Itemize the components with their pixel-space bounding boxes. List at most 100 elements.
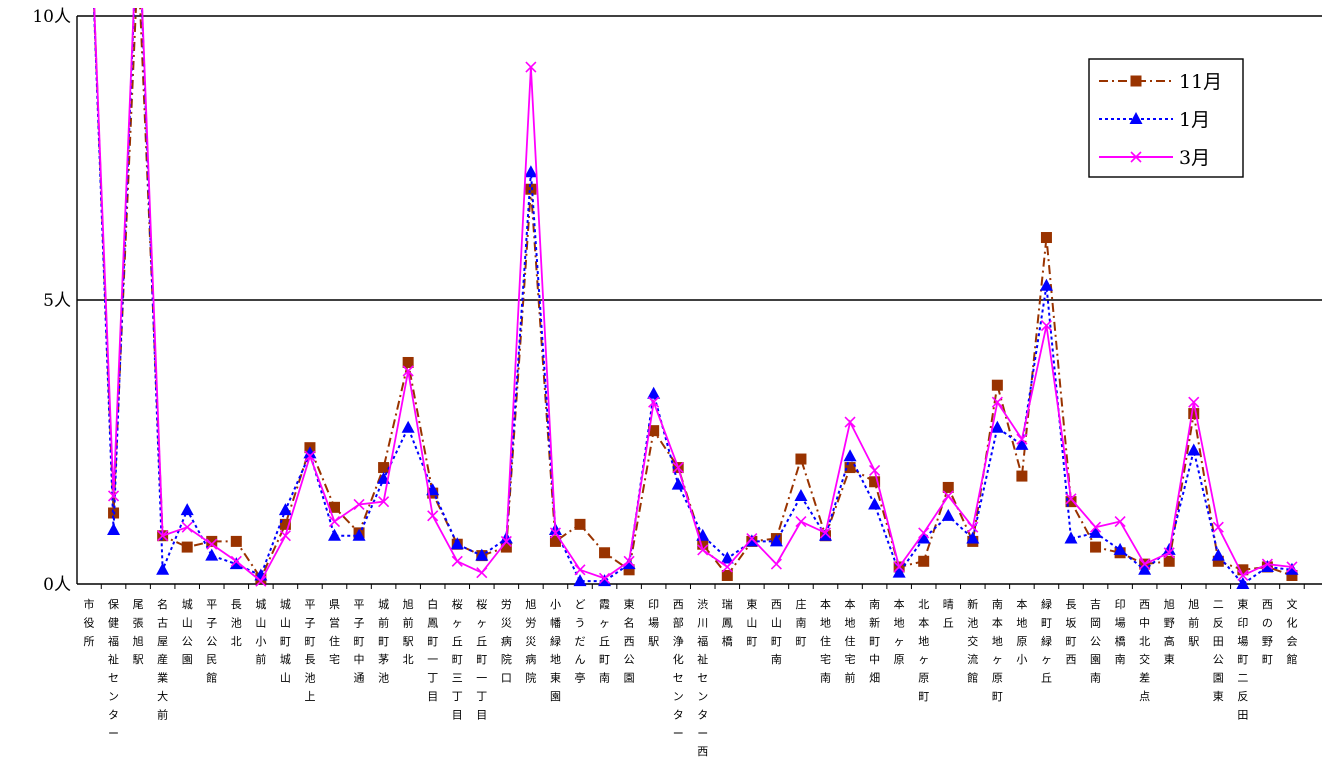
data-point bbox=[1015, 437, 1029, 450]
category-label: 城山町城山 bbox=[280, 598, 291, 685]
data-point bbox=[795, 453, 807, 465]
data-point bbox=[869, 476, 881, 488]
category-label: 平子町長池上 bbox=[304, 598, 315, 703]
data-point bbox=[352, 528, 366, 541]
data-point bbox=[671, 477, 685, 490]
category-label: 西山町南 bbox=[771, 598, 782, 666]
data-point bbox=[844, 462, 856, 474]
data-point bbox=[869, 464, 881, 476]
data-point bbox=[623, 555, 635, 567]
data-point bbox=[1114, 515, 1126, 528]
data-point bbox=[769, 534, 783, 547]
data-point bbox=[181, 521, 193, 533]
data-point bbox=[303, 446, 317, 459]
data-point bbox=[1016, 470, 1028, 482]
category-label: 城山公園 bbox=[182, 598, 193, 666]
data-point bbox=[1188, 396, 1200, 408]
series-2 bbox=[93, 8, 1299, 589]
data-point bbox=[1211, 548, 1225, 561]
data-point bbox=[229, 557, 243, 570]
category-label: 北本地ヶ原町 bbox=[918, 598, 929, 703]
legend: 11月 1月 3月 bbox=[1088, 58, 1244, 178]
category-label: 西中北交差点 bbox=[1139, 598, 1150, 703]
category-label: 東名西公園 bbox=[624, 598, 635, 685]
data-point bbox=[156, 562, 170, 575]
data-point bbox=[966, 531, 980, 544]
data-point bbox=[230, 555, 242, 567]
data-point bbox=[573, 574, 587, 587]
data-point bbox=[795, 515, 807, 528]
data-point bbox=[1016, 433, 1028, 445]
data-point bbox=[721, 569, 733, 581]
category-label: 西部浄化センター bbox=[673, 598, 684, 740]
data-point bbox=[107, 490, 120, 502]
data-point bbox=[1064, 531, 1078, 544]
category-label: 二反田公園東 bbox=[1213, 598, 1224, 703]
category-label: 本地原小 bbox=[1016, 597, 1027, 666]
category-label: 印場駅 bbox=[648, 598, 659, 648]
category-label: 東山町 bbox=[746, 598, 757, 648]
data-point bbox=[1090, 541, 1102, 553]
data-point bbox=[672, 461, 684, 474]
data-point bbox=[991, 379, 1003, 391]
category-label: 西の野町 bbox=[1262, 598, 1273, 666]
category-label: 瑞鳳橋 bbox=[722, 597, 733, 648]
plot-area bbox=[93, 8, 1299, 589]
data-point bbox=[525, 61, 537, 73]
gridlines bbox=[77, 15, 1322, 301]
data-point bbox=[1040, 232, 1052, 244]
legend-label: 1月 bbox=[1179, 109, 1210, 131]
data-point bbox=[1187, 443, 1201, 456]
category-label: 文化会館 bbox=[1286, 597, 1297, 666]
data-point bbox=[378, 496, 390, 508]
category-label: どうだん亭 bbox=[575, 598, 586, 685]
data-point bbox=[648, 396, 660, 408]
category-label: 本地住宅南 bbox=[820, 597, 831, 685]
legend-label: 3月 bbox=[1179, 147, 1210, 169]
data-point bbox=[549, 527, 562, 539]
legend-marker bbox=[1130, 151, 1142, 163]
data-point bbox=[279, 518, 291, 530]
data-point bbox=[942, 481, 954, 493]
data-point bbox=[1212, 555, 1224, 567]
data-point bbox=[524, 165, 538, 178]
data-point bbox=[1237, 569, 1249, 582]
data-point bbox=[648, 425, 660, 437]
data-point bbox=[1113, 542, 1127, 555]
data-point bbox=[623, 564, 635, 576]
category-label: 渋川福祉センター西 bbox=[697, 598, 708, 758]
data-point bbox=[720, 551, 734, 564]
data-point bbox=[1286, 569, 1298, 581]
data-point bbox=[205, 548, 219, 561]
data-point bbox=[721, 561, 733, 573]
data-point bbox=[1188, 408, 1200, 420]
data-point bbox=[599, 547, 611, 559]
data-point bbox=[255, 575, 267, 587]
category-label: 霞ヶ丘町南 bbox=[599, 598, 610, 685]
data-point bbox=[598, 572, 611, 584]
data-point bbox=[107, 523, 121, 536]
category-label: 東印場町二反田 bbox=[1237, 598, 1248, 721]
series-3 bbox=[93, 8, 1298, 587]
data-point bbox=[574, 518, 586, 530]
data-point bbox=[401, 420, 415, 433]
category-label: 労災病院口 bbox=[501, 597, 512, 685]
category-label: 白鳳町一丁目 bbox=[427, 597, 438, 703]
legend-label: 11月 bbox=[1179, 71, 1222, 93]
data-point bbox=[868, 497, 882, 510]
data-point bbox=[1286, 561, 1298, 573]
data-point bbox=[918, 555, 930, 567]
legend-marker bbox=[1130, 75, 1142, 87]
category-label: 尾張旭駅 bbox=[133, 598, 144, 666]
category-label: 長坂町西 bbox=[1066, 598, 1077, 666]
data-point bbox=[1040, 319, 1053, 332]
data-point bbox=[180, 503, 194, 516]
category-label: 晴丘 bbox=[943, 598, 954, 629]
data-point bbox=[1237, 564, 1249, 576]
data-point bbox=[1039, 278, 1053, 291]
category-label: 旭野高東 bbox=[1164, 597, 1175, 666]
axes: 0人 5人 10人 bbox=[32, 7, 1322, 595]
data-point bbox=[942, 490, 954, 502]
data-point bbox=[991, 396, 1003, 408]
category-label: 城山小前 bbox=[255, 598, 266, 666]
